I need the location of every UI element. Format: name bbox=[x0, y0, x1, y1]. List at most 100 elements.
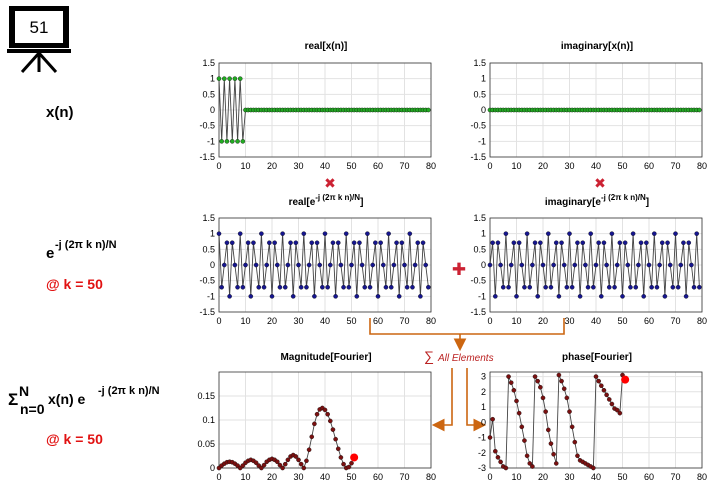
data-point bbox=[274, 262, 280, 268]
x-tick-label: 40 bbox=[591, 472, 601, 482]
data-point bbox=[426, 107, 431, 113]
data-point bbox=[572, 439, 578, 445]
data-point bbox=[306, 262, 312, 268]
data-point bbox=[373, 240, 378, 246]
x-tick-label: 80 bbox=[697, 472, 707, 482]
data-point bbox=[604, 392, 609, 398]
data-point bbox=[399, 240, 405, 246]
magnitude-plot: 0 10 20 30 40 50 60 70 80 0.15 0.1 0.05 0 Magnitude[F… bbox=[197, 352, 436, 482]
data-point bbox=[490, 416, 495, 422]
x-tick-label: 0 bbox=[216, 161, 221, 171]
y-tick-label: -1 bbox=[478, 291, 486, 301]
x-tick-label: 40 bbox=[591, 316, 601, 326]
data-point bbox=[293, 240, 299, 246]
data-point bbox=[290, 294, 296, 299]
data-point bbox=[614, 407, 620, 413]
data-point bbox=[591, 284, 596, 290]
data-point bbox=[335, 240, 341, 246]
data-point bbox=[604, 262, 609, 268]
data-point bbox=[330, 427, 336, 432]
y-tick-label: 0 bbox=[481, 105, 486, 115]
data-point bbox=[423, 262, 429, 268]
x-tick-label: 60 bbox=[644, 472, 654, 482]
data-point bbox=[346, 284, 352, 290]
data-point bbox=[343, 231, 349, 236]
data-point bbox=[415, 240, 421, 246]
data-point bbox=[243, 262, 248, 268]
data-point bbox=[240, 284, 246, 290]
data-point bbox=[235, 284, 240, 290]
x-tick-label: 70 bbox=[399, 161, 409, 171]
data-point bbox=[248, 294, 254, 299]
data-point bbox=[487, 435, 493, 440]
data-point bbox=[245, 240, 251, 246]
data-point bbox=[625, 262, 631, 268]
data-point bbox=[391, 262, 397, 268]
data-point bbox=[253, 262, 259, 268]
data-point bbox=[259, 231, 264, 236]
x-tick-label: 60 bbox=[644, 161, 654, 171]
data-point bbox=[511, 387, 517, 393]
data-point bbox=[599, 383, 604, 389]
data-point bbox=[362, 284, 368, 290]
data-point bbox=[274, 459, 280, 465]
x-tick-label: 80 bbox=[697, 316, 707, 326]
x-tick-label: 20 bbox=[538, 316, 548, 326]
y-tick-label: 1.5 bbox=[202, 58, 215, 68]
data-point bbox=[633, 284, 639, 290]
kernel-label: e -j (2π k n)/N bbox=[46, 239, 117, 262]
data-point bbox=[551, 451, 556, 457]
data-point bbox=[312, 421, 317, 427]
data-point bbox=[569, 424, 575, 430]
data-point bbox=[267, 240, 272, 246]
x-tick-label: 30 bbox=[293, 161, 303, 171]
data-point bbox=[314, 240, 320, 246]
sum-sigma: Σ bbox=[8, 390, 18, 409]
data-point bbox=[341, 284, 346, 290]
x-tick-label: 30 bbox=[293, 472, 303, 482]
y-tick-label: -1 bbox=[207, 291, 215, 301]
y-tick-label: -1.5 bbox=[470, 307, 486, 317]
data-point bbox=[572, 262, 578, 268]
x-tick-label: 30 bbox=[564, 161, 574, 171]
data-point bbox=[272, 240, 277, 246]
data-point bbox=[540, 395, 546, 401]
easel-base bbox=[7, 49, 71, 53]
data-point bbox=[346, 464, 352, 470]
data-point bbox=[301, 231, 307, 236]
data-point bbox=[503, 231, 509, 236]
data-point bbox=[575, 240, 580, 246]
data-point bbox=[659, 240, 665, 246]
plot-frame bbox=[218, 217, 432, 313]
easel-leg-left bbox=[20, 51, 41, 74]
data-point bbox=[524, 231, 530, 236]
x-tick-label: 40 bbox=[591, 161, 601, 171]
data-point bbox=[622, 240, 628, 246]
data-point bbox=[304, 284, 309, 290]
data-point bbox=[657, 262, 662, 268]
x-tick-label: 70 bbox=[399, 472, 409, 482]
kernel-exponent: -j (2π k n)/N bbox=[55, 239, 117, 251]
data-point bbox=[569, 284, 575, 290]
data-point bbox=[280, 231, 285, 236]
k-note-sum: @ k = 50 bbox=[46, 431, 103, 447]
data-point bbox=[357, 240, 362, 246]
y-tick-label: 3 bbox=[481, 372, 486, 382]
data-point bbox=[612, 284, 617, 290]
data-point bbox=[500, 284, 506, 290]
data-point bbox=[606, 284, 612, 290]
x-tick-label: 50 bbox=[617, 316, 627, 326]
x-tick-label: 0 bbox=[487, 316, 492, 326]
data-point bbox=[253, 460, 259, 466]
plot-title: real[x(n)] bbox=[305, 41, 348, 52]
data-point bbox=[296, 262, 301, 268]
data-point bbox=[237, 231, 243, 236]
data-point bbox=[546, 427, 551, 433]
y-tick-label: 0 bbox=[210, 260, 215, 270]
data-point bbox=[543, 409, 548, 414]
data-point bbox=[697, 284, 702, 290]
y-tick-label: -1 bbox=[478, 433, 486, 443]
data-point bbox=[564, 395, 570, 401]
data-point bbox=[219, 139, 224, 144]
